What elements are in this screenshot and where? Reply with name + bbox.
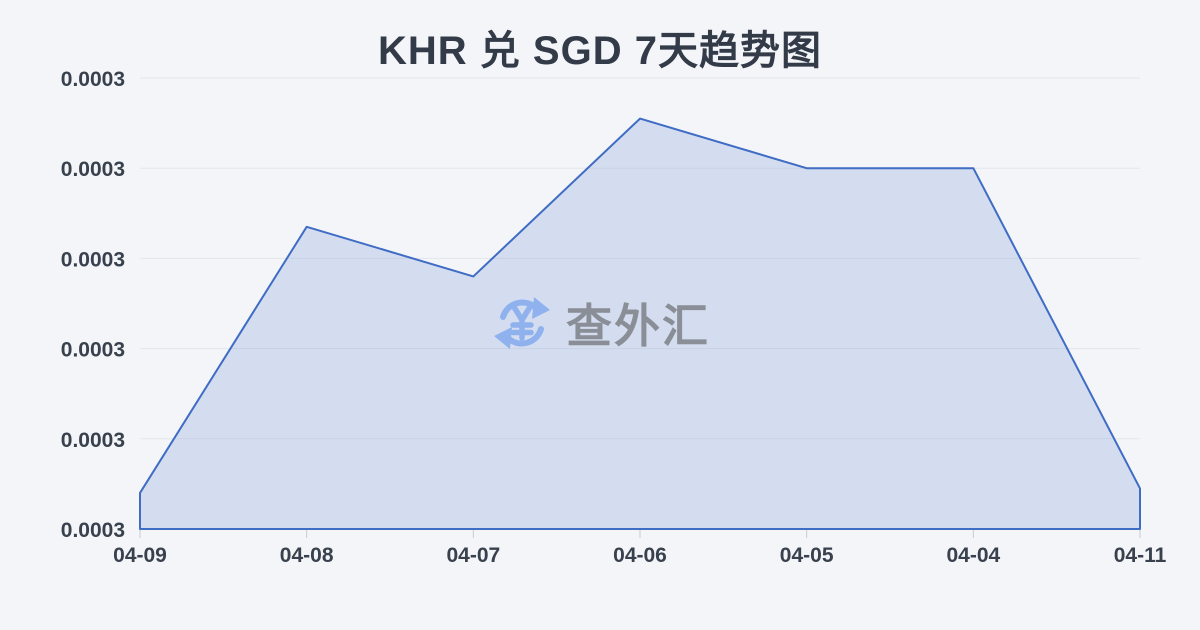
x-axis-tick-label: 04-07 [446, 544, 500, 567]
x-axis-tick-label: 04-09 [113, 544, 167, 567]
y-axis-tick-label: 0.0003 [61, 158, 125, 181]
y-axis-tick-label: 0.0003 [61, 339, 125, 362]
y-axis-tick-label: 0.0003 [61, 429, 125, 452]
x-axis-tick-label: 04-04 [946, 544, 1000, 567]
x-axis-tick-label: 04-05 [780, 544, 834, 567]
x-axis-tick-label: 04-08 [280, 544, 334, 567]
x-axis-tick-label: 04-11 [1114, 544, 1167, 567]
y-axis-tick-label: 0.0003 [61, 519, 125, 542]
x-axis-tick-label: 04-06 [613, 544, 667, 567]
chart-title: KHR 兑 SGD 7天趋势图 [378, 29, 822, 73]
y-axis-tick-label: 0.0003 [61, 68, 125, 91]
area-series [139, 117, 1141, 530]
y-axis-tick-label: 0.0003 [61, 248, 125, 271]
